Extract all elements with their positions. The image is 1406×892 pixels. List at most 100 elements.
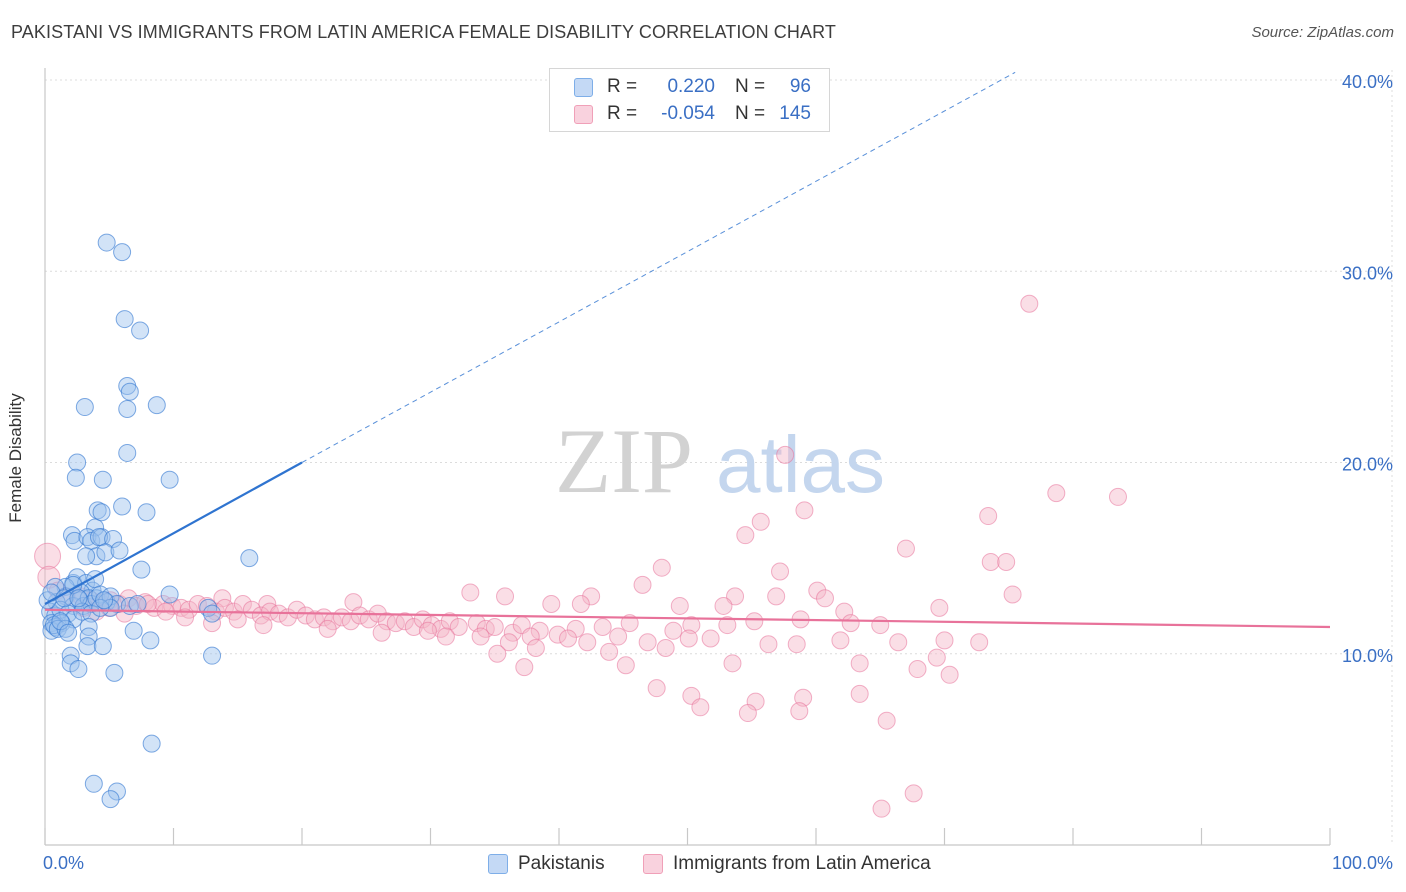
legend-r-label: R = [607, 76, 638, 97]
latin-america-point [548, 625, 567, 644]
pakistani-point [240, 549, 259, 568]
latin-america-point [904, 784, 923, 803]
latin-america-point [449, 617, 468, 636]
pakistani-point [97, 233, 116, 252]
pakistani-point [101, 790, 120, 809]
latin-america-point [679, 629, 698, 648]
axes [44, 68, 1331, 846]
pakistani-point [69, 589, 88, 608]
latin-america-point [176, 608, 195, 627]
latin-america-point [787, 635, 806, 654]
bottom-legend-pakistanis[interactable]: Pakistanis [488, 852, 605, 876]
latin-america-point [745, 612, 764, 631]
legend-r-value: -0.054 [661, 103, 715, 124]
latin-america-point [701, 629, 720, 648]
chart-title: PAKISTANI VS IMMIGRANTS FROM LATIN AMERI… [11, 22, 836, 42]
latin-america-point [203, 614, 222, 633]
y-tick-label: 40.0% [1342, 72, 1393, 92]
pakistani-point [69, 660, 88, 679]
latin-america-point [691, 698, 710, 717]
latin-america-point [1047, 484, 1066, 503]
pakistani-point [93, 637, 112, 656]
latin-america-point [404, 617, 423, 636]
pakistani-point [118, 399, 137, 418]
pakistani-point [128, 595, 147, 614]
correlation-legend: R = 0.220 N = 96 R = -0.054 N = 145 [549, 68, 830, 132]
latin-america-point [1020, 294, 1039, 313]
latin-america-point [726, 587, 745, 606]
pakistani-point [101, 598, 120, 617]
latin-america-point [542, 595, 561, 614]
latin-america-point [714, 596, 733, 615]
latin-america-points [34, 294, 1127, 818]
pakistani-point [78, 637, 97, 656]
latin-america-point [815, 589, 834, 608]
pakistani-point [141, 631, 160, 650]
pakistani-point [104, 530, 123, 548]
latin-america-point [499, 633, 518, 652]
latin-america-point [638, 633, 657, 652]
latin-america-point [440, 612, 459, 631]
pakistani-point [93, 470, 112, 489]
latin-america-point [723, 654, 742, 673]
latin-america-point [871, 616, 890, 635]
pakistani-points [38, 233, 259, 809]
pakistani-point [92, 503, 111, 522]
latin-america-point [488, 644, 507, 663]
y-tick-label: 20.0% [1342, 455, 1393, 475]
latin-america-point [600, 642, 619, 661]
latin-america-point [877, 711, 896, 730]
latin-america-point [997, 552, 1016, 571]
latin-america-point [593, 617, 612, 636]
latin-america-point [738, 704, 757, 723]
latin-america-point [515, 658, 534, 677]
pakistani-point [120, 382, 139, 401]
latin-america-point [350, 606, 369, 625]
latin-america-point [776, 445, 795, 464]
latin-america-point [664, 621, 683, 640]
latin-america-point [471, 627, 490, 646]
latin-america-point [908, 660, 927, 679]
watermark-zip: ZIP [555, 410, 693, 512]
x-tick-label-max: 100.0% [1332, 853, 1393, 873]
pakistani-trend-extension [301, 71, 1016, 463]
legend-row-pakistanis: R = 0.220 N = 96 [574, 74, 811, 100]
latin-america-point [395, 612, 414, 631]
latin-america-point [119, 589, 138, 608]
latin-america-point [656, 639, 675, 658]
pakistani-point [59, 623, 78, 642]
latin-america-point [795, 501, 814, 520]
latin-america-point [927, 648, 946, 667]
latin-america-point [1108, 487, 1127, 506]
latin-america-point [751, 512, 770, 531]
pakistani-point [79, 627, 98, 646]
latin-america-point [935, 631, 954, 650]
latin-america-point [496, 587, 515, 606]
latin-america-point [872, 799, 891, 818]
latin-america-point [34, 542, 62, 570]
latin-america-point [841, 614, 860, 633]
pakistani-point [203, 604, 222, 623]
legend-n-label: N = [735, 76, 766, 97]
latin-america-point [318, 619, 337, 638]
pakistani-point [89, 528, 108, 547]
bottom-legend-latin-america[interactable]: Immigrants from Latin America [643, 852, 931, 876]
latin-america-point [242, 600, 261, 619]
latin-america-point [571, 595, 590, 614]
legend-r-label: R = [607, 103, 638, 124]
legend-n-value: 96 [789, 76, 811, 97]
pakistani-point [110, 541, 129, 560]
tick-labels: 10.0% 20.0% 30.0% 40.0% 0.0% 100.0% [43, 72, 1393, 873]
gridlines [45, 70, 1393, 845]
legend-label-latin-america: Immigrants from Latin America [673, 853, 931, 874]
pakistani-point [107, 782, 126, 801]
pakistani-point [142, 734, 161, 753]
latin-america-point [558, 629, 577, 648]
latin-america-point [979, 507, 998, 526]
latin-america-point [485, 617, 504, 636]
latin-america-point [341, 612, 360, 631]
latin-america-point [254, 616, 273, 635]
latin-america-point [981, 552, 1000, 571]
latin-america-point [652, 558, 671, 577]
legend-swatch-latin-america [574, 104, 593, 124]
